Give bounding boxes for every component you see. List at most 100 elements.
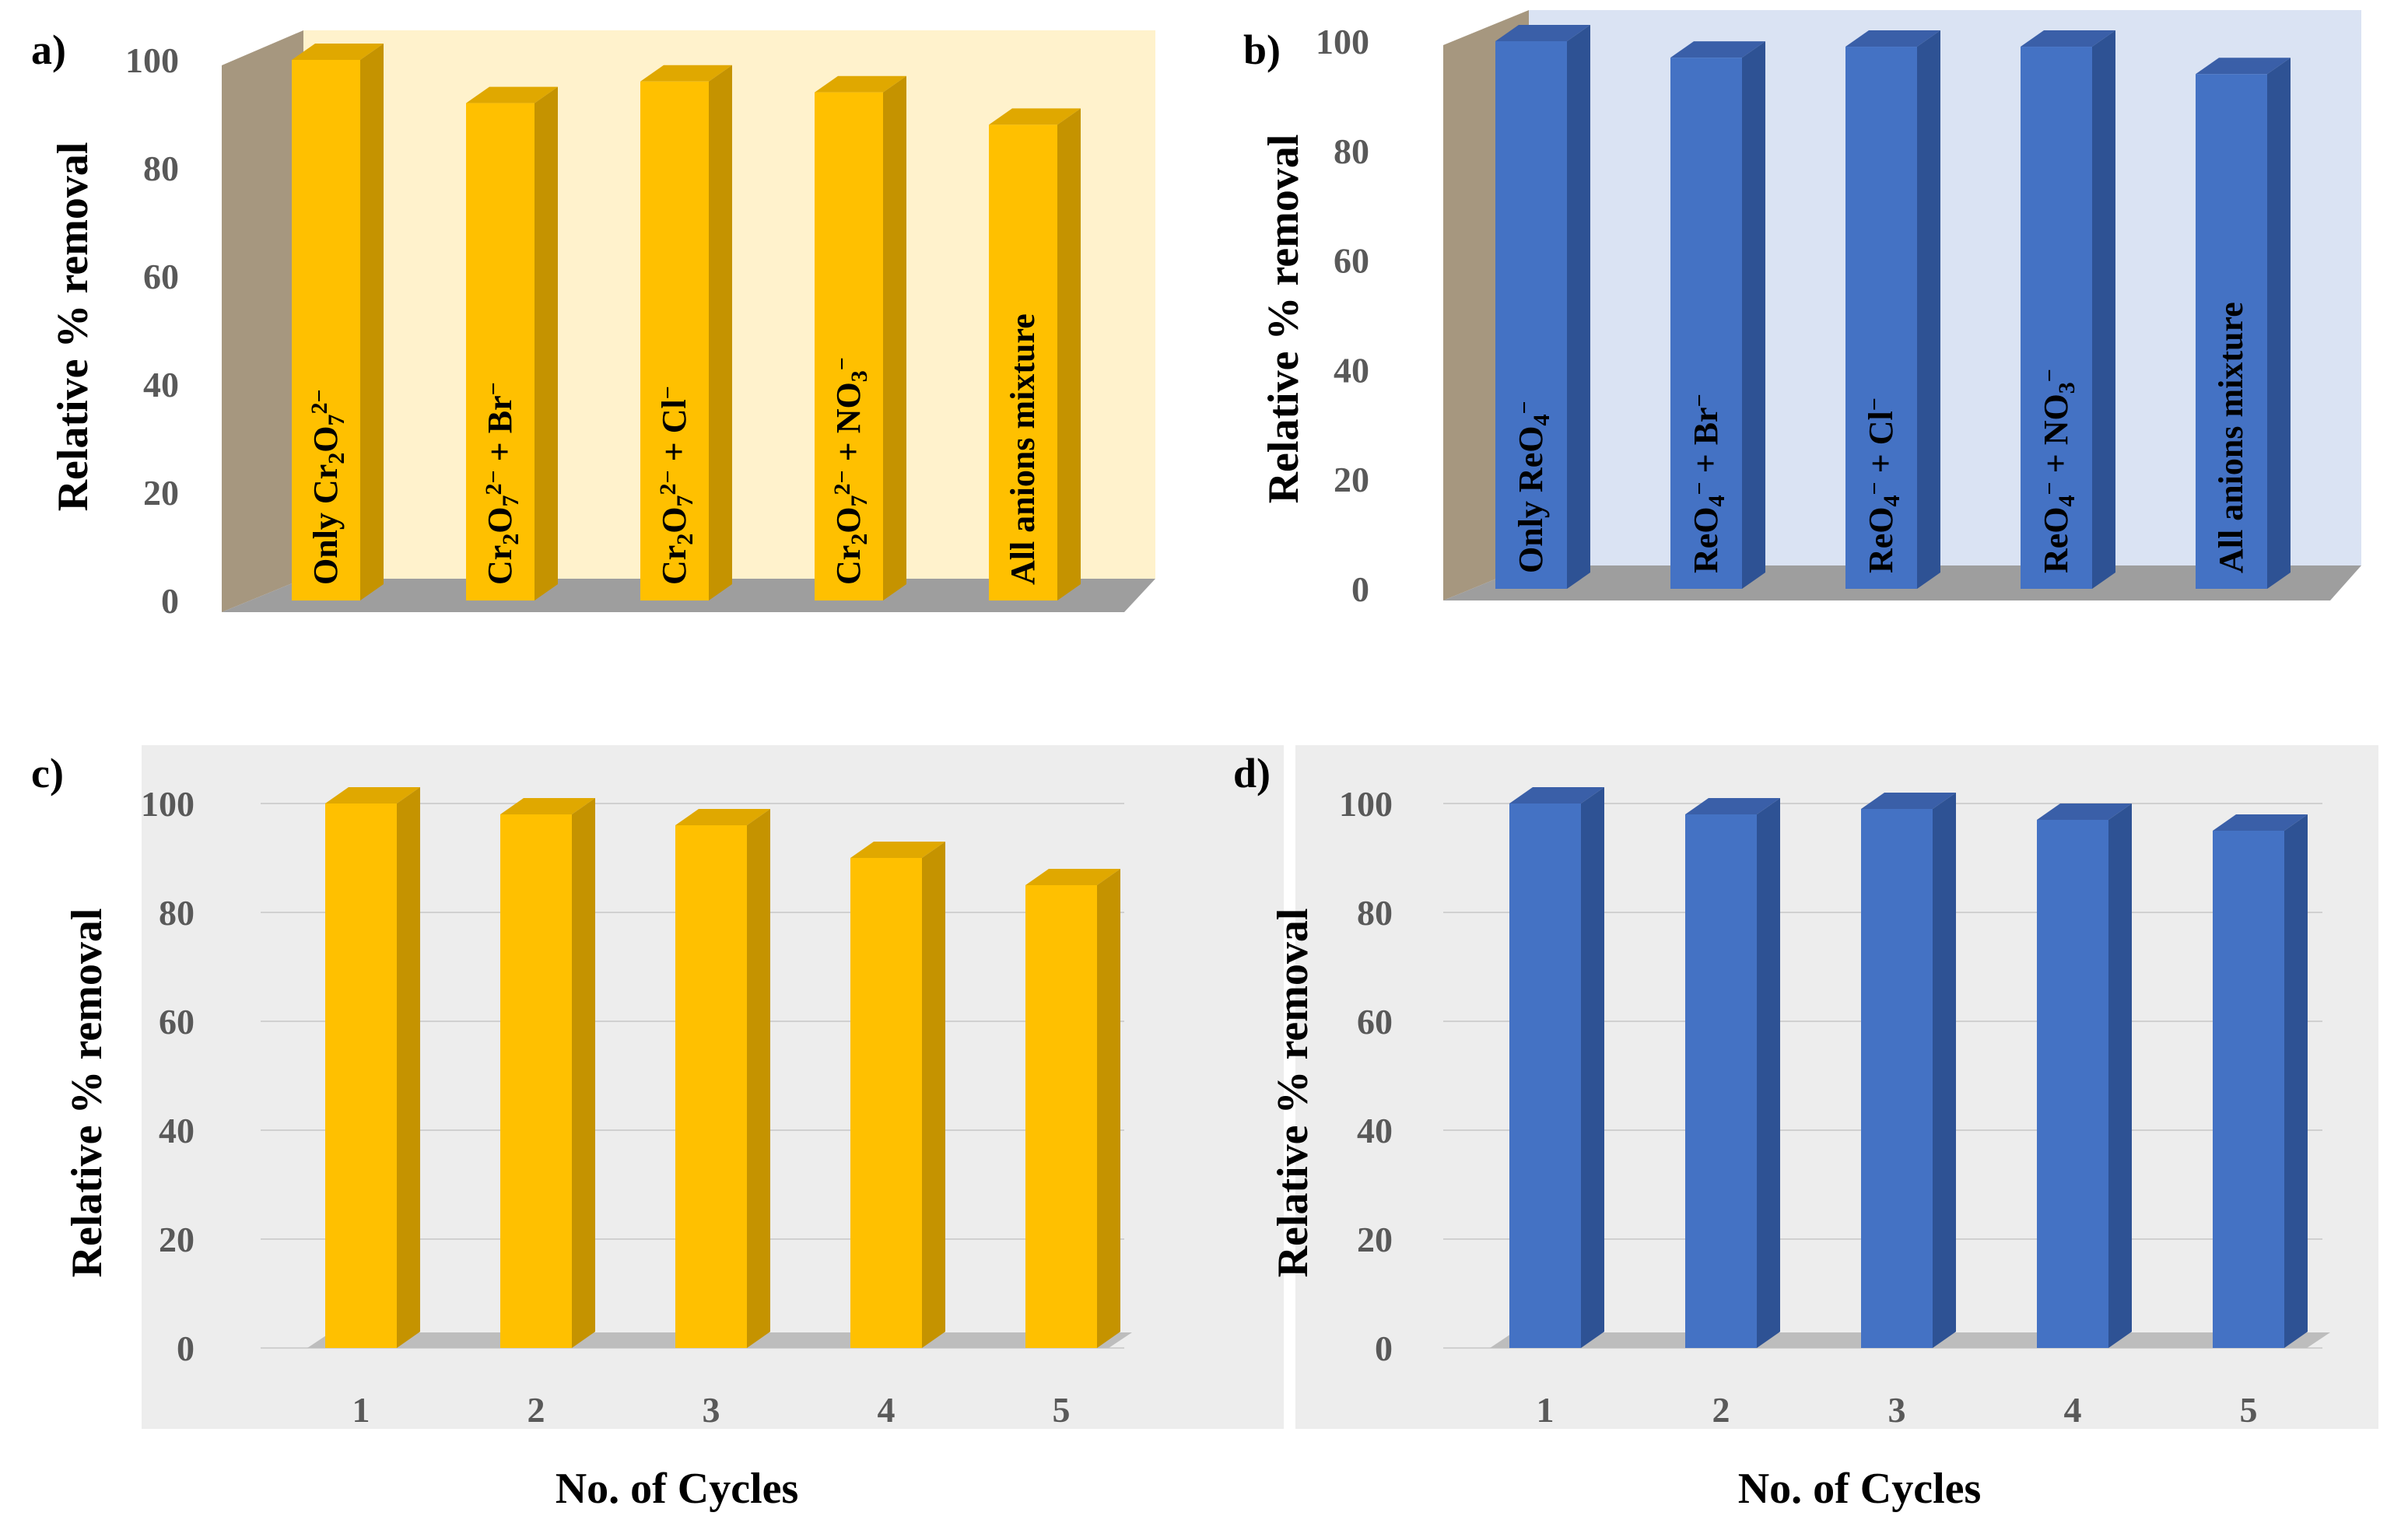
bar-4: ReO4− + NO3− (2021, 30, 2115, 590)
bar-side-face (1917, 30, 1940, 590)
y-tick-label: 60 (1357, 1002, 1393, 1042)
y-tick-label: 0 (161, 581, 179, 621)
label-text: All anions mixture (2212, 302, 2250, 573)
bar-top-face (850, 842, 945, 858)
bar-side-face (709, 65, 732, 601)
bar-front-face (2021, 47, 2092, 590)
bar-top-face (1845, 30, 1940, 47)
bar-top-face (292, 44, 384, 60)
bar-top-face (815, 75, 906, 93)
bar-4 (2037, 804, 2132, 1348)
y-tick-label: 100 (125, 40, 179, 80)
bar-2: Cr2O72− + Br− (466, 86, 558, 601)
superscript: − (1862, 481, 1887, 495)
category-label: All anions mixture (1004, 313, 1042, 585)
bar-front-face (325, 804, 397, 1348)
subscript: 2 (324, 453, 349, 464)
subscript: 7 (672, 495, 698, 506)
label-text: Cr (655, 545, 693, 585)
x-tick-label: 4 (878, 1390, 896, 1430)
bar-top-face (640, 65, 732, 82)
y-tick-label: 40 (1357, 1111, 1393, 1150)
superscript: − (829, 357, 855, 370)
y-tick-label: 40 (143, 365, 179, 404)
bar-5: All anions mixture (989, 108, 1081, 600)
bar-top-face (1685, 798, 1780, 814)
y-tick-label: 80 (143, 149, 179, 188)
subscript: 4 (1529, 415, 1555, 426)
bar-front-face (466, 103, 535, 601)
bar-5 (2213, 814, 2308, 1348)
bar-3: ReO4− + Cl− (1845, 30, 1940, 590)
bar-4: Cr2O72− + NO3− (815, 75, 906, 600)
bar-side-face (535, 86, 558, 601)
chart-panel-c: 0 20 40 60 80 100 Relative % removal c) 1 2 3 4 5 No.… (31, 745, 1284, 1513)
bar-front-face (640, 81, 709, 601)
subscript: 2 (846, 534, 872, 545)
bar-front-face (1495, 41, 1567, 589)
superscript: 2− (655, 470, 681, 495)
bar-side-face (2267, 58, 2291, 590)
label-text: O (481, 506, 519, 533)
bar-1: Only Cr2O72− (292, 44, 384, 600)
y-axis-label: Relative % removal (49, 142, 97, 512)
bar-side-face (572, 798, 595, 1348)
bar-top-face (2196, 58, 2291, 75)
subscript: 7 (498, 495, 524, 506)
bar-front-face (815, 92, 883, 600)
superscript: − (1687, 394, 1712, 407)
y-tick-label: 80 (1334, 131, 1369, 171)
y-tick-label: 40 (159, 1111, 195, 1150)
label-text: O (655, 506, 693, 533)
category-label: Cr2O72− + Br− (481, 382, 524, 585)
bar-side-face (2108, 804, 2132, 1348)
y-tick-label: 20 (1357, 1220, 1393, 1259)
subscript: 2 (672, 534, 698, 545)
bar-side-face (1567, 25, 1590, 589)
y-tick-label: 100 (1339, 784, 1393, 824)
chart-panel-d: 0 20 40 60 80 100 Relative % removal d) 1 2 3 4 5 No.… (1233, 745, 2378, 1513)
panel-label: c) (31, 750, 64, 797)
x-tick-label: 5 (2240, 1390, 2258, 1430)
bar-side-face (2284, 814, 2308, 1348)
bar-2 (500, 798, 595, 1348)
bar-side-face (1757, 798, 1780, 1348)
y-tick-label: 40 (1334, 350, 1369, 390)
label-text: ReO (1862, 506, 1900, 573)
y-tick-label: 60 (1334, 241, 1369, 281)
bar-front-face (1025, 885, 1097, 1348)
bar-side-face (883, 75, 906, 600)
superscript: − (2037, 369, 2063, 382)
bar-top-face (989, 108, 1081, 125)
panel-label: d) (1233, 750, 1271, 797)
y-tick-label: 60 (143, 257, 179, 296)
x-tick-label: 4 (2064, 1390, 2082, 1430)
panel-label: b) (1243, 26, 1281, 73)
category-label: ReO4− + NO3− (2037, 369, 2080, 573)
bar-side-face (1057, 108, 1081, 600)
bar-side-face (1742, 41, 1765, 590)
bar-side-face (1933, 793, 1956, 1348)
y-tick-label: 20 (1334, 460, 1369, 499)
x-tick-label: 2 (528, 1390, 545, 1430)
subscript: 7 (846, 495, 872, 506)
panel-label: a) (31, 26, 66, 73)
bar-4 (850, 842, 945, 1348)
superscript: 2− (829, 470, 855, 495)
y-tick-label: 0 (177, 1329, 195, 1368)
subscript: 7 (324, 415, 349, 426)
bar-5: All anions mixture (2196, 58, 2291, 590)
x-axis-label: No. of Cycles (556, 1465, 799, 1513)
superscript: − (481, 382, 506, 395)
label-text: O (307, 426, 345, 453)
y-tick-label: 80 (1357, 893, 1393, 933)
bar-top-face (675, 809, 770, 825)
bar-3: Cr2O72− + Cl− (640, 65, 732, 601)
bar-front-face (1509, 804, 1581, 1348)
y-tick-label: 100 (141, 784, 195, 824)
bar-side-face (1097, 869, 1120, 1348)
label-text: + NO (2037, 394, 2075, 481)
bar-top-face (325, 787, 420, 804)
bar-top-face (500, 798, 595, 814)
